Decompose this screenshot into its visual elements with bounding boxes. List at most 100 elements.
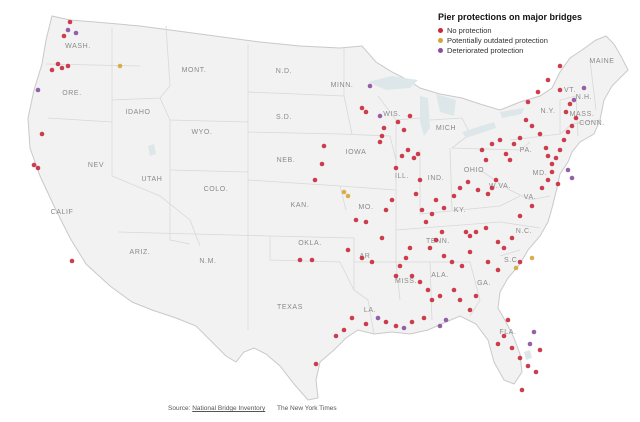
bridge-marker-no-protection — [537, 131, 543, 137]
state-label-co: COLO. — [204, 186, 229, 193]
state-label-ok: OKLA. — [298, 240, 322, 247]
bridge-marker-deteriorated — [443, 317, 449, 323]
bridge-marker-no-protection — [381, 125, 387, 131]
bridge-marker-no-protection — [409, 319, 415, 325]
bridge-marker-no-protection — [319, 161, 325, 167]
state-label-mn: MINN. — [331, 82, 354, 89]
bridge-marker-no-protection — [379, 235, 385, 241]
bridge-marker-no-protection — [349, 315, 355, 321]
bridge-marker-no-protection — [519, 387, 525, 393]
bridge-marker-no-protection — [567, 101, 573, 107]
bridge-marker-no-protection — [475, 187, 481, 193]
bridge-marker-no-protection — [395, 119, 401, 125]
state-label-nh: N.H. — [576, 94, 592, 101]
bridge-marker-no-protection — [333, 333, 339, 339]
state-label-va: VA. — [524, 194, 537, 201]
state-label-ct: CONN. — [579, 120, 605, 127]
state-label-ga: GA. — [477, 280, 491, 287]
bridge-marker-no-protection — [413, 191, 419, 197]
bridge-marker-no-protection — [517, 135, 523, 141]
state-label-md: MD. — [533, 170, 548, 177]
state-label-nv: NEV — [88, 162, 104, 169]
bridge-marker-deteriorated — [375, 315, 381, 321]
lake-huron — [436, 94, 456, 116]
bridge-marker-no-protection — [345, 247, 351, 253]
bridge-marker-no-protection — [539, 185, 545, 191]
bridge-marker-no-protection — [483, 157, 489, 163]
bridge-marker-no-protection — [39, 131, 45, 137]
bridge-marker-no-protection — [509, 235, 515, 241]
state-label-ks: KAN. — [291, 202, 310, 209]
bridge-marker-no-protection — [489, 185, 495, 191]
bridge-marker-no-protection — [61, 33, 67, 39]
source-link[interactable]: National Bridge Inventory — [192, 405, 266, 412]
bridge-marker-outdated — [529, 255, 535, 261]
bridge-marker-no-protection — [561, 137, 567, 143]
source-credit: The New York Times — [277, 405, 337, 412]
bridge-marker-no-protection — [309, 257, 315, 263]
bridge-marker-no-protection — [55, 61, 61, 67]
bridge-marker-no-protection — [353, 217, 359, 223]
state-label-ca: CALIF — [51, 209, 74, 216]
bridge-marker-no-protection — [359, 255, 365, 261]
bridge-marker-deteriorated — [571, 97, 577, 103]
bridge-marker-no-protection — [503, 151, 509, 157]
bridge-marker-no-protection — [297, 257, 303, 263]
bridge-marker-no-protection — [555, 181, 561, 187]
bridge-marker-no-protection — [31, 162, 37, 168]
bridge-marker-deteriorated — [565, 167, 571, 173]
bridge-marker-no-protection — [437, 293, 443, 299]
bridge-marker-no-protection — [467, 249, 473, 255]
state-label-me: MAINE — [589, 58, 614, 65]
legend-item-no-protection: No protection — [438, 25, 628, 35]
state-label-ma: MASS. — [570, 111, 595, 118]
bridge-marker-no-protection — [557, 87, 563, 93]
bridge-marker-no-protection — [533, 369, 539, 375]
state-label-wv: W.VA. — [489, 183, 511, 190]
bridge-marker-no-protection — [563, 109, 569, 115]
bridge-marker-no-protection — [313, 361, 319, 367]
bridge-marker-no-protection — [545, 153, 551, 159]
bridge-marker-no-protection — [341, 327, 347, 333]
bridge-marker-no-protection — [451, 287, 457, 293]
bridge-markers — [31, 19, 587, 393]
state-label-al: ALA. — [431, 272, 449, 279]
source-line: Source: National Bridge Inventory The Ne… — [168, 405, 337, 412]
bridge-marker-no-protection — [423, 219, 429, 225]
lake-erie — [462, 122, 496, 138]
state-label-or: ORE. — [62, 90, 82, 97]
state-label-mt: MONT. — [182, 67, 207, 74]
bridge-marker-no-protection — [537, 347, 543, 353]
bridge-marker-deteriorated — [377, 113, 383, 119]
bridge-marker-no-protection — [409, 273, 415, 279]
state-label-ar: AR — [360, 253, 371, 260]
bridge-marker-no-protection — [467, 307, 473, 313]
state-label-nc: N.C. — [516, 228, 532, 235]
bridge-marker-no-protection — [517, 259, 523, 265]
bridge-marker-no-protection — [543, 145, 549, 151]
state-label-ut: UTAH — [142, 176, 163, 183]
state-label-wy: WYO. — [191, 129, 212, 136]
bridge-marker-no-protection — [525, 363, 531, 369]
bridge-marker-no-protection — [393, 323, 399, 329]
great-salt-lake — [148, 144, 156, 156]
bridge-marker-no-protection — [473, 293, 479, 299]
bridge-marker-no-protection — [467, 233, 473, 239]
bridge-marker-no-protection — [465, 179, 471, 185]
state-label-mo: MO. — [358, 204, 373, 211]
state-label-il: ILL. — [395, 173, 409, 180]
bridge-marker-no-protection — [69, 258, 75, 264]
bridge-marker-no-protection — [441, 253, 447, 259]
bridge-marker-no-protection — [397, 263, 403, 269]
bridge-marker-no-protection — [507, 157, 513, 163]
bridge-marker-no-protection — [523, 117, 529, 123]
bridge-marker-no-protection — [425, 287, 431, 293]
bridge-marker-no-protection — [549, 169, 555, 175]
bridge-marker-no-protection — [65, 63, 71, 69]
bridge-marker-no-protection — [359, 105, 365, 111]
state-label-mi: MICH — [436, 125, 456, 132]
bridge-marker-no-protection — [525, 99, 531, 105]
bridge-marker-no-protection — [549, 161, 555, 167]
bridge-marker-no-protection — [457, 185, 463, 191]
bridge-marker-no-protection — [363, 321, 369, 327]
